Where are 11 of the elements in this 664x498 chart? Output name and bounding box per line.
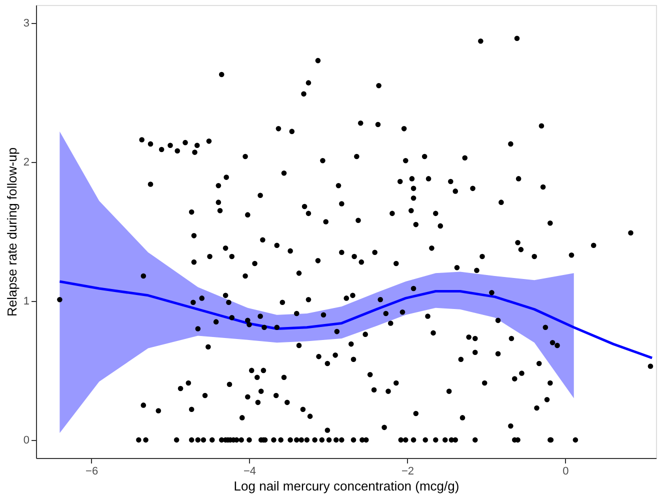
y-tick-label: 3 xyxy=(23,18,30,30)
x-tick-label: −4 xyxy=(243,466,256,478)
y-tick-label: 0 xyxy=(23,434,30,446)
y-tick-label: 1 xyxy=(23,295,30,308)
y-axis-title: Relapse rate during follow-up xyxy=(4,147,20,317)
line-series xyxy=(58,280,654,360)
x-tick-label: 0 xyxy=(562,466,569,478)
x-axis-title: Log nail mercury concentration (mcg/g) xyxy=(234,478,460,494)
x-tick-label: −2 xyxy=(401,466,414,478)
x-tick-label: −6 xyxy=(86,466,98,478)
y-tick-label: 2 xyxy=(23,156,30,169)
